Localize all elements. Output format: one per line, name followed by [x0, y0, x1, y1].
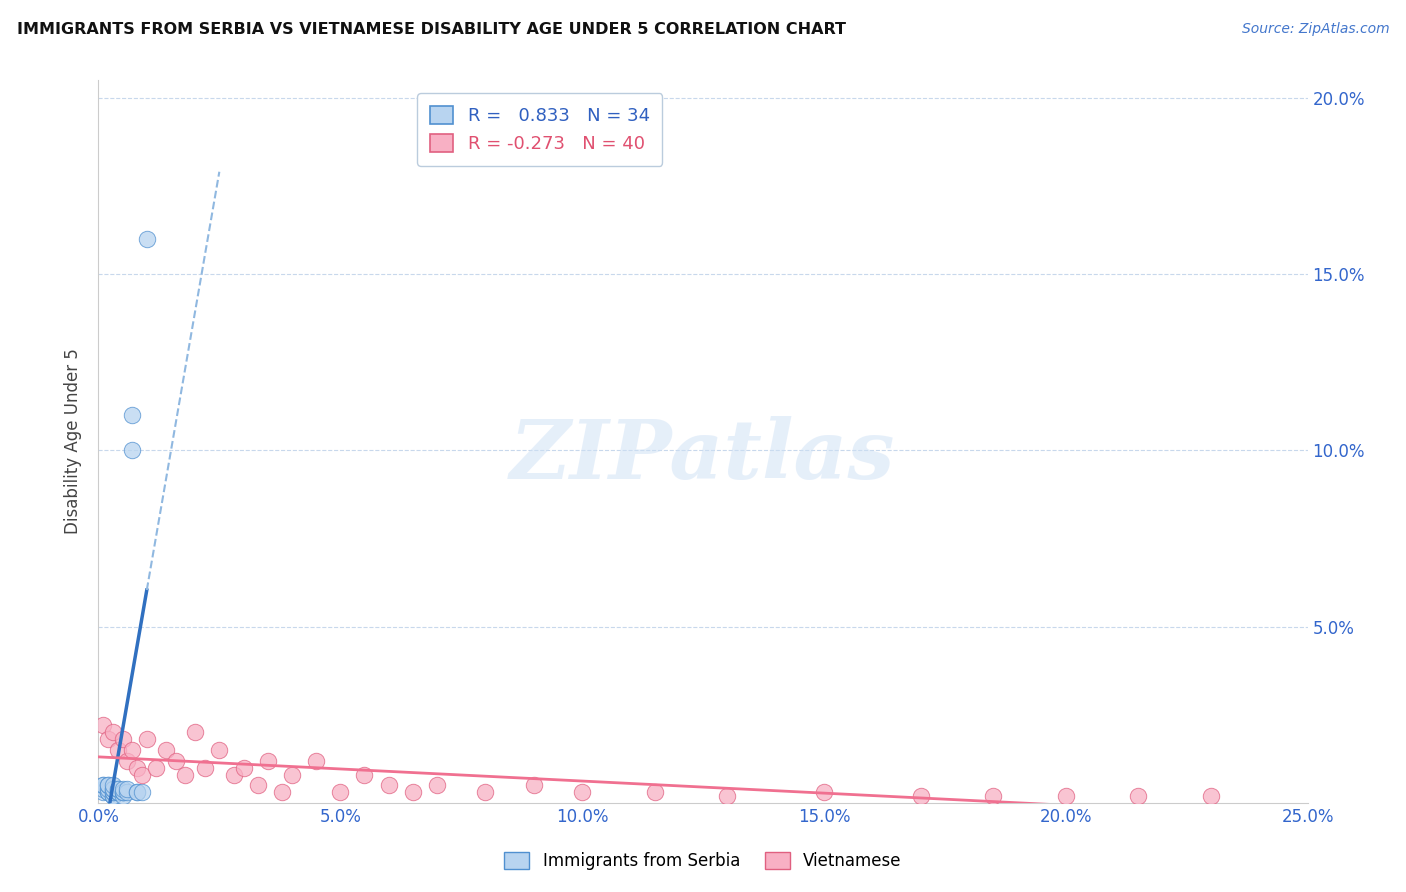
Point: [247, 778, 270, 792]
Point: [910, 789, 932, 803]
Point: [981, 789, 1004, 803]
Point: [426, 778, 449, 792]
Point: [131, 785, 153, 799]
Point: [101, 785, 124, 799]
Point: [305, 754, 328, 768]
Point: [101, 778, 124, 792]
Point: [107, 781, 129, 796]
Point: [402, 785, 425, 799]
Point: [121, 743, 143, 757]
Point: [107, 781, 129, 796]
Point: [1128, 789, 1150, 803]
Point: [353, 767, 375, 781]
Point: [127, 785, 149, 799]
Point: [97, 785, 120, 799]
Point: [121, 408, 143, 422]
Point: [174, 767, 197, 781]
Point: [91, 778, 114, 792]
Text: Source: ZipAtlas.com: Source: ZipAtlas.com: [1241, 22, 1389, 37]
Point: [127, 760, 149, 774]
Text: IMMIGRANTS FROM SERBIA VS VIETNAMESE DISABILITY AGE UNDER 5 CORRELATION CHART: IMMIGRANTS FROM SERBIA VS VIETNAMESE DIS…: [17, 22, 846, 37]
Point: [107, 785, 129, 799]
Point: [474, 785, 496, 799]
Point: [716, 789, 738, 803]
Legend: Immigrants from Serbia, Vietnamese: Immigrants from Serbia, Vietnamese: [498, 845, 908, 877]
Point: [107, 743, 129, 757]
Point: [131, 767, 153, 781]
Point: [135, 732, 157, 747]
Point: [813, 785, 835, 799]
Point: [117, 785, 139, 799]
Text: ZIPatlas: ZIPatlas: [510, 416, 896, 496]
Point: [101, 725, 124, 739]
Point: [256, 754, 278, 768]
Point: [222, 767, 245, 781]
Point: [101, 789, 124, 803]
Point: [107, 785, 129, 799]
Point: [121, 443, 143, 458]
Point: [111, 789, 134, 803]
Point: [127, 785, 149, 799]
Point: [97, 781, 120, 796]
Point: [97, 732, 120, 747]
Point: [91, 781, 114, 796]
Point: [91, 718, 114, 732]
Point: [208, 743, 231, 757]
Point: [97, 778, 120, 792]
Point: [111, 785, 134, 799]
Point: [571, 785, 593, 799]
Point: [111, 785, 134, 799]
Point: [155, 743, 177, 757]
Point: [91, 778, 114, 792]
Point: [101, 789, 124, 803]
Point: [281, 767, 304, 781]
Point: [117, 754, 139, 768]
Point: [117, 781, 139, 796]
Point: [111, 785, 134, 799]
Point: [111, 781, 134, 796]
Y-axis label: Disability Age Under 5: Disability Age Under 5: [65, 349, 83, 534]
Point: [194, 760, 217, 774]
Point: [184, 725, 207, 739]
Point: [101, 785, 124, 799]
Point: [377, 778, 399, 792]
Point: [329, 785, 352, 799]
Point: [1199, 789, 1222, 803]
Point: [271, 785, 294, 799]
Point: [523, 778, 546, 792]
Point: [145, 760, 167, 774]
Point: [111, 732, 134, 747]
Point: [644, 785, 666, 799]
Point: [101, 781, 124, 796]
Point: [165, 754, 187, 768]
Point: [1054, 789, 1077, 803]
Point: [101, 781, 124, 796]
Legend: R =   0.833   N = 34, R = -0.273   N = 40: R = 0.833 N = 34, R = -0.273 N = 40: [418, 93, 662, 166]
Point: [91, 785, 114, 799]
Point: [97, 785, 120, 799]
Point: [97, 778, 120, 792]
Point: [232, 760, 254, 774]
Point: [107, 785, 129, 799]
Point: [135, 232, 157, 246]
